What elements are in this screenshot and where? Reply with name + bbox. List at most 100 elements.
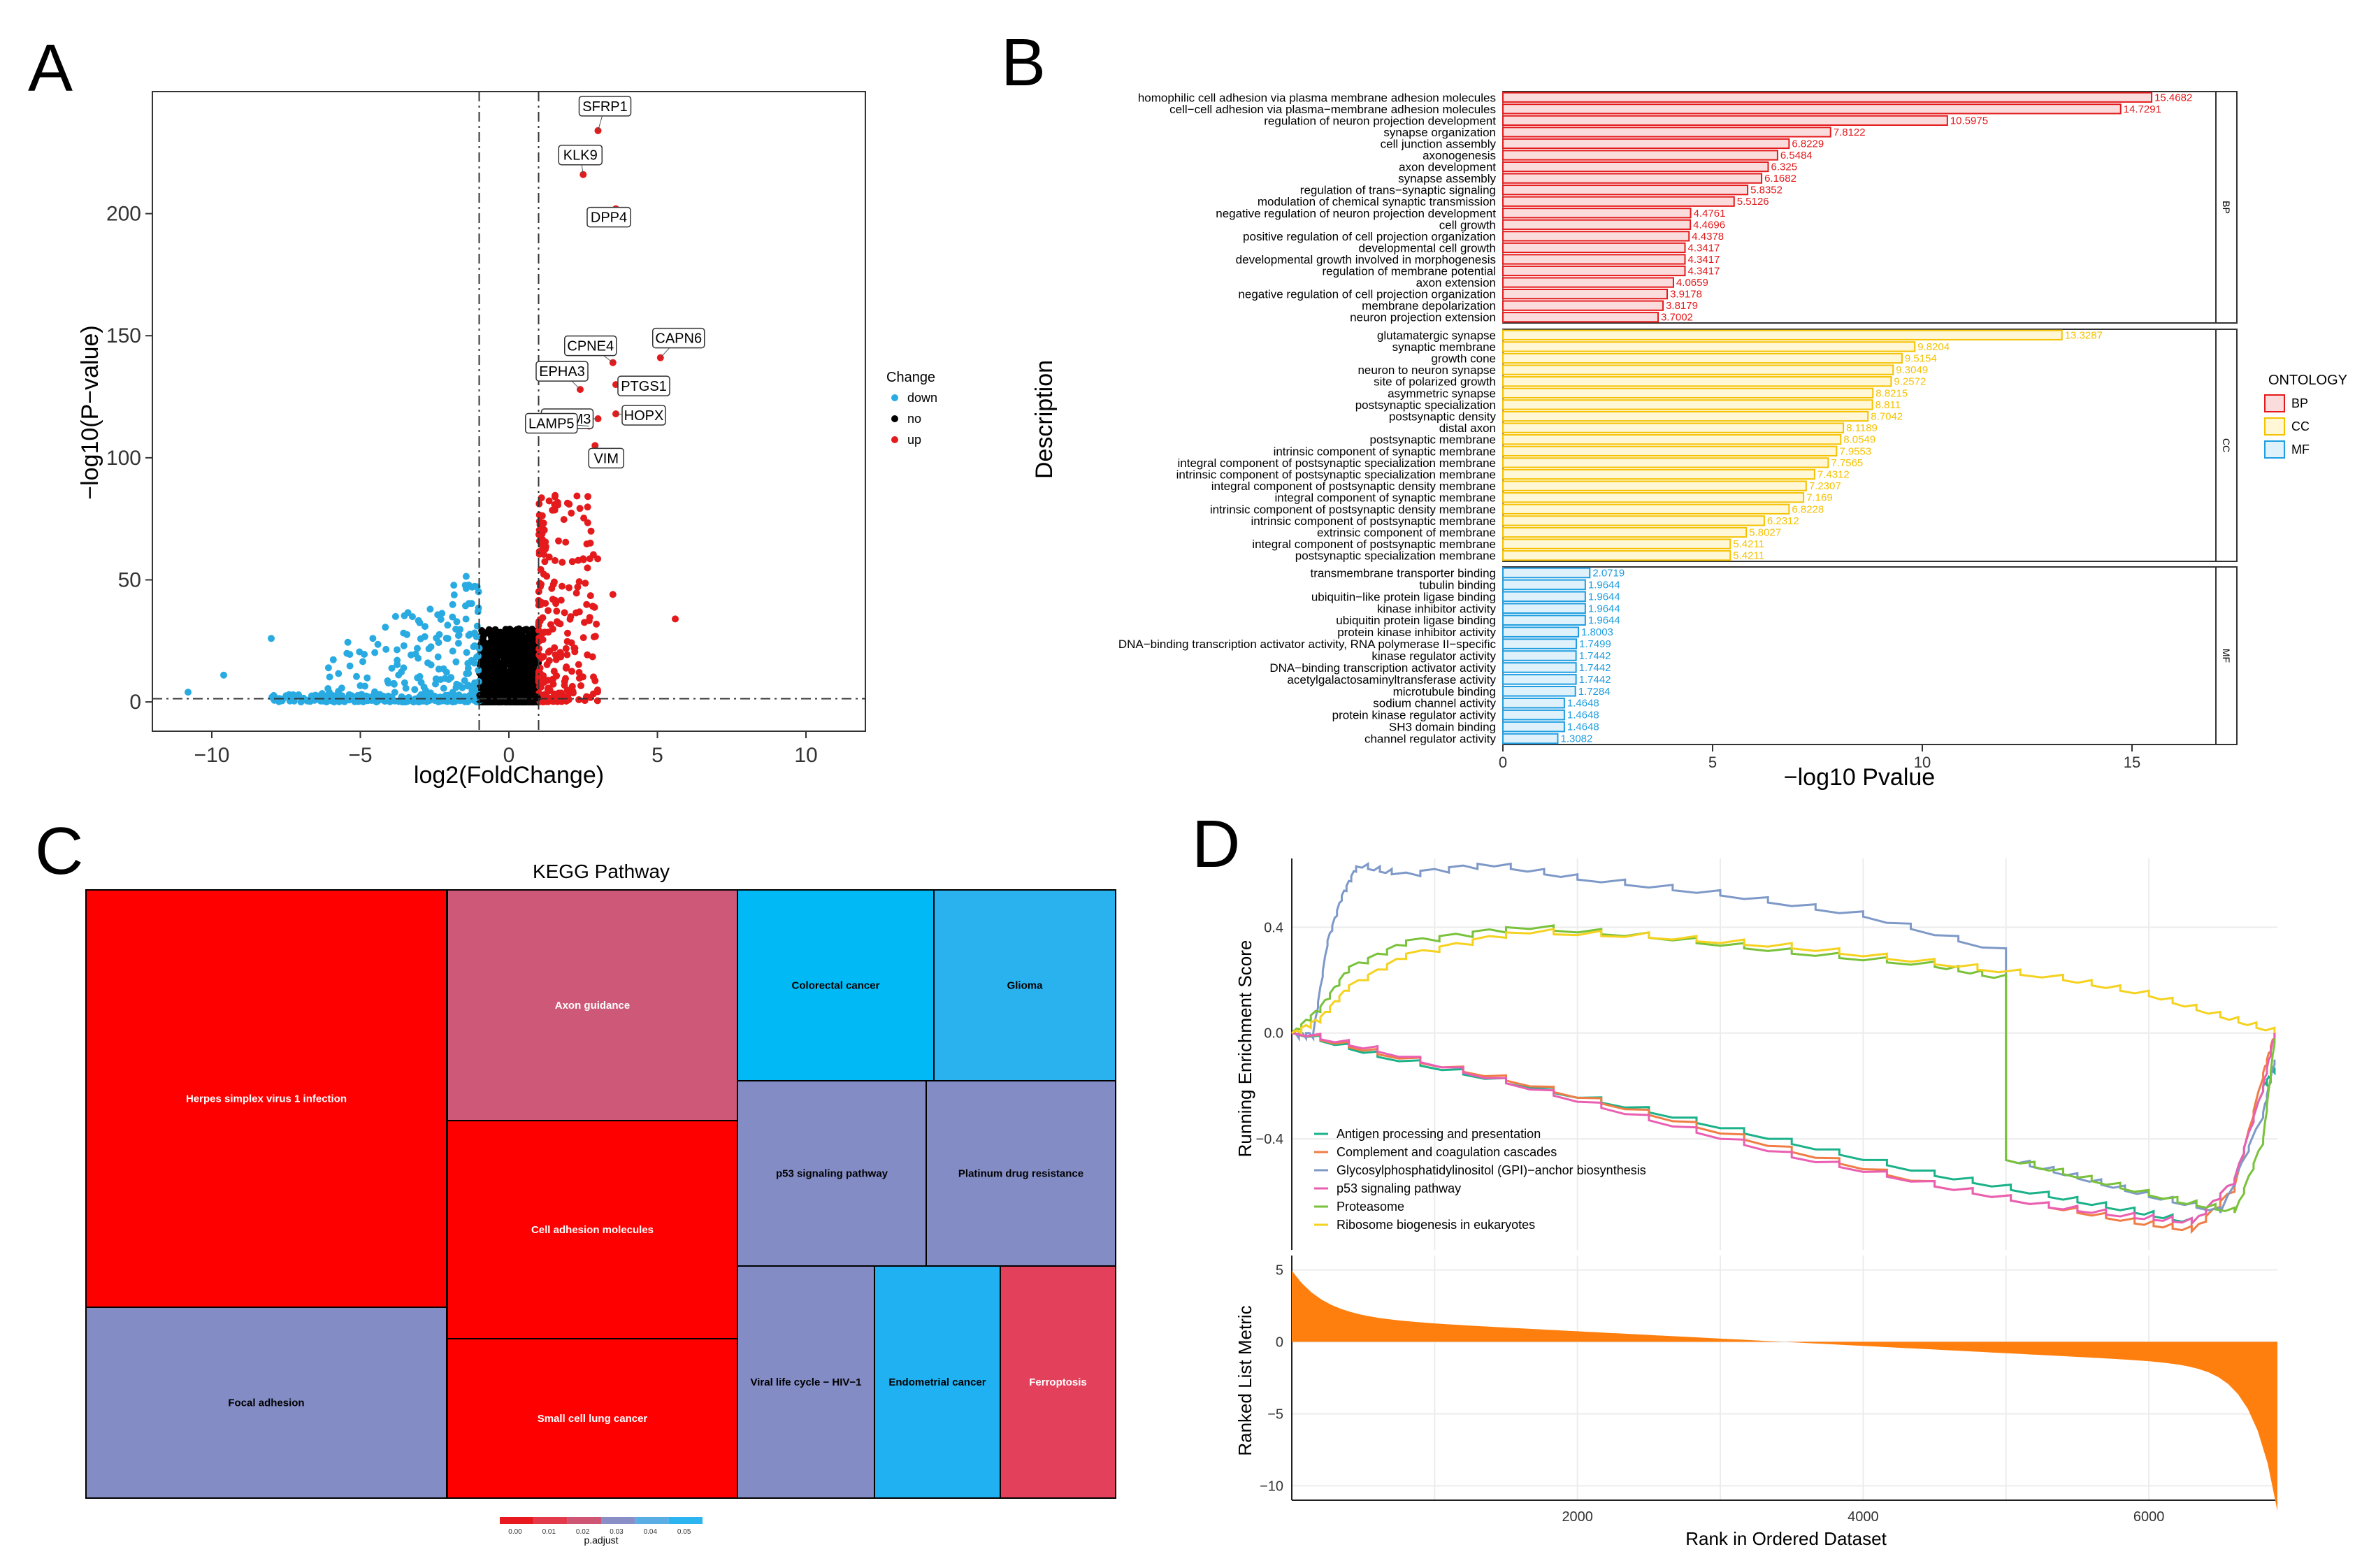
gene-label-sfrp1: SFRP1 bbox=[582, 99, 627, 115]
go-bar-value: 4.3417 bbox=[1688, 242, 1720, 254]
gene-label-box bbox=[617, 375, 670, 396]
go-term-label: cell junction assembly bbox=[1381, 137, 1497, 150]
go-facet-strip-label: MF bbox=[2221, 649, 2232, 663]
go-bar-value: 1.4648 bbox=[1567, 710, 1599, 721]
go-bar bbox=[1502, 138, 1790, 150]
go-bar-value: 9.5154 bbox=[1905, 353, 1937, 365]
volcano-point-down bbox=[452, 658, 460, 666]
gsea-ranked-metric bbox=[1292, 1270, 2277, 1511]
go-term-label: intrinsic component of postsynaptic dens… bbox=[1210, 503, 1496, 516]
go-bar-value: 7.8122 bbox=[1834, 127, 1866, 138]
gene-label-hopx: HOPX bbox=[624, 408, 664, 424]
go-bar bbox=[1502, 231, 1690, 242]
go-bar bbox=[1502, 538, 1731, 549]
go-facet-strip bbox=[2215, 329, 2238, 562]
gene-label-vim: VIM bbox=[593, 451, 619, 466]
volcano-point-down bbox=[395, 671, 403, 679]
volcano-point-up bbox=[563, 663, 570, 670]
volcano-point-up bbox=[552, 556, 559, 564]
go-bar-value: 7.2307 bbox=[1809, 480, 1841, 492]
kegg-legend-swatch bbox=[601, 1517, 635, 1524]
go-bar bbox=[1502, 567, 1591, 579]
volcano-point-up bbox=[573, 492, 581, 500]
go-bar-value: 9.8204 bbox=[1917, 341, 1950, 353]
volcano-point-down bbox=[461, 582, 469, 589]
kegg-tile-rect bbox=[85, 1307, 447, 1499]
go-bar bbox=[1502, 300, 1664, 311]
volcano-point-no bbox=[526, 656, 534, 664]
go-term-label: integral component of postsynaptic densi… bbox=[1211, 480, 1496, 493]
gene-label-box bbox=[558, 144, 603, 166]
go-term-label: tubulin binding bbox=[1419, 578, 1496, 591]
go-facet-cc: 13.3287 glutamatergic synapse 9.8204 synapt… bbox=[1176, 329, 2238, 563]
go-bar bbox=[1502, 480, 1807, 491]
go-bar-value: 3.7002 bbox=[1661, 312, 1693, 324]
volcano-point-up bbox=[545, 648, 552, 656]
gsea-y-tick-label: 5 bbox=[1276, 1263, 1283, 1279]
gsea-y-tick-label: −5 bbox=[1267, 1407, 1283, 1422]
gene-label-box bbox=[578, 96, 632, 117]
gsea-x-tick-label: 6000 bbox=[2133, 1509, 2165, 1525]
volcano-point-no bbox=[508, 645, 516, 653]
go-bar-value: 14.7291 bbox=[2124, 103, 2161, 115]
volcano-point-no bbox=[487, 627, 495, 635]
volcano-point-up bbox=[535, 645, 543, 653]
volcano-point-up bbox=[584, 519, 591, 526]
go-bar bbox=[1502, 410, 1869, 422]
volcano-y-tick-label: 200 bbox=[106, 203, 141, 226]
volcano-point-down bbox=[454, 640, 462, 647]
go-enrichment-barplot: 15.4682 homophilic cell adhesion via plas… bbox=[1031, 91, 2347, 791]
volcano-point-up bbox=[549, 680, 557, 688]
volcano-point-down bbox=[400, 642, 408, 649]
volcano-point-no bbox=[515, 631, 523, 638]
volcano-point-no bbox=[491, 649, 498, 656]
volcano-point-down bbox=[361, 682, 368, 690]
panel-letter-c: C bbox=[35, 814, 83, 889]
go-bar bbox=[1502, 468, 1815, 480]
kegg-tile-label: Viral life cycle − HIV−1 bbox=[751, 1376, 862, 1388]
volcano-point-up bbox=[543, 661, 551, 668]
volcano-point-down bbox=[414, 645, 421, 652]
go-legend-key-cc bbox=[2264, 417, 2285, 436]
volcano-point-up bbox=[594, 555, 602, 563]
volcano-point-down bbox=[435, 639, 442, 647]
volcano-point-up bbox=[553, 672, 561, 679]
volcano-point-up bbox=[570, 645, 578, 652]
gsea-y-label-top: Running Enrichment Score bbox=[1234, 940, 1255, 1158]
go-bar-value: 8.7042 bbox=[1871, 411, 1903, 423]
go-term-label: regulation of trans−synaptic signaling bbox=[1300, 184, 1496, 197]
go-bar-value: 8.8215 bbox=[1875, 387, 1908, 399]
volcano-point-up bbox=[579, 673, 586, 681]
volcano-point-up bbox=[566, 615, 574, 623]
kegg-treemap: KEGG Pathway Herpes simplex virus 1 infe… bbox=[85, 861, 1116, 1546]
kegg-tile-label: Small cell lung cancer bbox=[538, 1413, 648, 1425]
volcano-point-down bbox=[464, 665, 472, 672]
go-x-tick-label: 0 bbox=[1499, 754, 1507, 771]
volcano-point-down bbox=[462, 573, 470, 580]
go-term-label: kinase regulator activity bbox=[1371, 649, 1496, 663]
volcano-point-no bbox=[521, 698, 529, 705]
volcano-point-up bbox=[566, 501, 573, 508]
go-facet-mf: 2.0719 transmembrane transporter binding 1… bbox=[1118, 566, 2238, 746]
volcano-point-no bbox=[497, 668, 505, 675]
kegg-tile: Glioma bbox=[933, 889, 1116, 1081]
volcano-point-up bbox=[536, 683, 544, 691]
kegg-tile-label: Herpes simplex virus 1 infection bbox=[186, 1093, 347, 1105]
panel-letter-b: B bbox=[1001, 25, 1046, 100]
volcano-point-down bbox=[361, 693, 368, 701]
volcano-point-down bbox=[329, 656, 337, 663]
go-bar bbox=[1502, 434, 1842, 445]
go-term-label: negative regulation of neuron projection… bbox=[1216, 207, 1496, 220]
kegg-tile-rect bbox=[926, 1080, 1116, 1267]
go-bar bbox=[1502, 185, 1749, 196]
volcano-point-down bbox=[449, 647, 456, 655]
volcano-point-up bbox=[577, 682, 584, 689]
volcano-point-down bbox=[346, 651, 354, 659]
go-term-label: protein kinase inhibitor activity bbox=[1337, 626, 1496, 639]
volcano-point-up bbox=[562, 645, 570, 652]
volcano-plot-area bbox=[152, 91, 866, 732]
volcano-point-up bbox=[586, 555, 593, 563]
volcano-point-up bbox=[545, 497, 553, 505]
go-term-label: regulation of neuron projection developm… bbox=[1264, 114, 1496, 127]
volcano-point-up bbox=[549, 596, 556, 603]
